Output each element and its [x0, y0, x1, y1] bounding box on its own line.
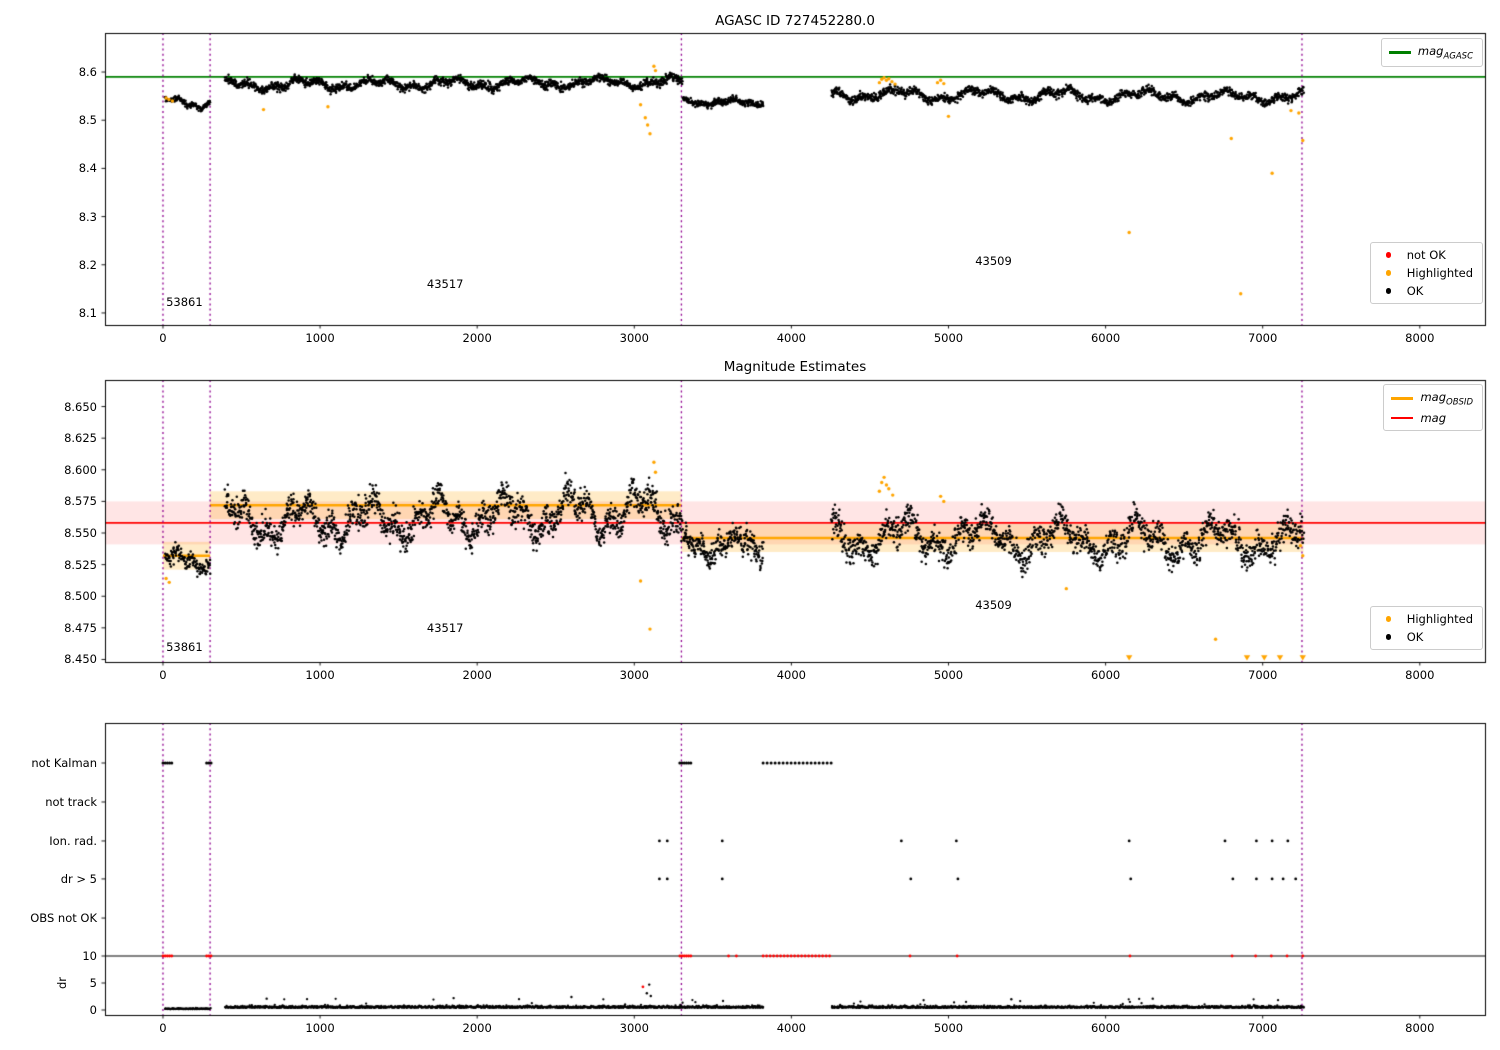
- legend-label: Highlighted: [1406, 612, 1473, 626]
- x-tick-label: 0: [159, 331, 167, 345]
- x-tick-label: 5000: [933, 331, 964, 345]
- flag-row-label: OBS not OK: [30, 911, 97, 926]
- plot-title-middle: Magnitude Estimates: [723, 359, 867, 375]
- x-tick-label: 6000: [1090, 331, 1121, 345]
- dr-tick-label: 0: [89, 1003, 97, 1017]
- x-tick-label: 0: [159, 668, 167, 682]
- legend-dot-marker: [1378, 616, 1400, 622]
- y-tick-label: 8.1: [78, 305, 97, 320]
- x-tick-label: 2000: [462, 331, 492, 345]
- x-tick-label: 5000: [933, 668, 964, 682]
- legend-line-marker: [1391, 397, 1414, 401]
- obsid-annotation: 53861: [166, 295, 203, 310]
- x-tick-label: 3000: [619, 331, 649, 345]
- x-tick-label: 2000: [462, 1021, 492, 1035]
- legend-status_mid: Highlighted OK: [1369, 606, 1483, 650]
- legend-dot-marker: [1378, 288, 1400, 294]
- flag-row-label: not Kalman: [31, 756, 97, 770]
- y-tick-label: 8.475: [64, 620, 97, 635]
- plot-title-top: AGASC ID 727452280.0: [715, 13, 875, 29]
- x-tick-label: 8000: [1405, 668, 1435, 682]
- legend-label: not OK: [1406, 248, 1446, 262]
- legend-item: Highlighted: [1378, 612, 1473, 626]
- x-tick-label: 0: [159, 1021, 167, 1035]
- legend-label: mag: [1420, 411, 1447, 426]
- x-tick-label: 7000: [1248, 668, 1278, 682]
- flag-row-label: not track: [45, 794, 97, 809]
- x-tick-label: 3000: [619, 1021, 649, 1035]
- y-tick-label: 8.550: [64, 526, 97, 540]
- dr-tick-label: 10: [82, 949, 97, 963]
- x-tick-label: 5000: [933, 1021, 964, 1035]
- legend-label: OK: [1406, 630, 1424, 644]
- legend-label: Highlighted: [1406, 266, 1473, 280]
- legend-item: OK: [1378, 630, 1473, 644]
- legend-dot-marker: [1378, 252, 1400, 258]
- legend-label: magOBSID: [1420, 390, 1473, 408]
- y-tick-label: 8.4: [78, 161, 97, 176]
- y-tick-label: 8.3: [78, 209, 97, 224]
- x-tick-label: 1000: [305, 331, 335, 345]
- flag-row-label: Ion. rad.: [49, 833, 97, 848]
- obsid-annotation: 43509: [975, 253, 1012, 268]
- obsid-annotation: 43517: [426, 276, 464, 291]
- x-tick-label: 4000: [776, 668, 807, 682]
- y-tick-label: 8.2: [78, 257, 97, 272]
- x-tick-label: 7000: [1248, 331, 1278, 345]
- legend-item: Highlighted: [1378, 266, 1473, 280]
- x-tick-label: 6000: [1090, 668, 1121, 682]
- x-tick-label: 3000: [619, 668, 649, 682]
- x-tick-label: 8000: [1405, 1021, 1435, 1035]
- x-tick-label: 4000: [776, 1021, 807, 1035]
- obsid-annotation: 43517: [426, 620, 464, 635]
- y-tick-label: 8.625: [64, 431, 97, 446]
- legend-item: OK: [1378, 284, 1473, 298]
- x-tick-label: 4000: [776, 331, 807, 345]
- x-tick-label: 2000: [462, 668, 492, 682]
- x-tick-label: 7000: [1248, 1021, 1278, 1035]
- y-tick-label: 8.6: [78, 65, 97, 80]
- x-tick-label: 8000: [1405, 331, 1435, 345]
- y-tick-label: 8.525: [64, 557, 97, 572]
- y-tick-label: 8.575: [64, 494, 97, 509]
- legend-item: magOBSID: [1391, 390, 1473, 407]
- y-tick-label: 8.450: [64, 652, 97, 667]
- flag-row-label: dr > 5: [60, 871, 97, 886]
- y-tick-label: 8.600: [64, 462, 97, 477]
- x-tick-label: 1000: [305, 668, 335, 682]
- legend-item: not OK: [1378, 248, 1473, 262]
- legend-item: mag: [1391, 411, 1473, 425]
- legend-item: magAGASC: [1388, 44, 1473, 62]
- legend-dot-marker: [1378, 270, 1400, 276]
- x-tick-label: 6000: [1090, 1021, 1121, 1035]
- legend-line-marker: [1388, 51, 1411, 54]
- obsid-annotation: 43509: [975, 598, 1012, 613]
- y-tick-label: 8.650: [64, 399, 97, 414]
- legend-mag_mid: magOBSID mag: [1383, 384, 1483, 432]
- legend-label: magAGASC: [1417, 44, 1473, 62]
- legend-mag_agasc: magAGASC: [1380, 38, 1483, 68]
- obsid-annotation: 53861: [166, 639, 203, 654]
- legend-dot-marker: [1378, 634, 1400, 640]
- x-tick-label: 1000: [305, 1021, 335, 1035]
- y-tick-label: 8.5: [78, 113, 97, 128]
- legend-label: OK: [1406, 284, 1424, 298]
- y-tick-label: 8.500: [64, 589, 97, 604]
- legend-status_top: not OK Highlighted OK: [1369, 242, 1483, 304]
- legend-line-marker: [1391, 417, 1414, 420]
- dr-tick-label: 5: [89, 976, 97, 990]
